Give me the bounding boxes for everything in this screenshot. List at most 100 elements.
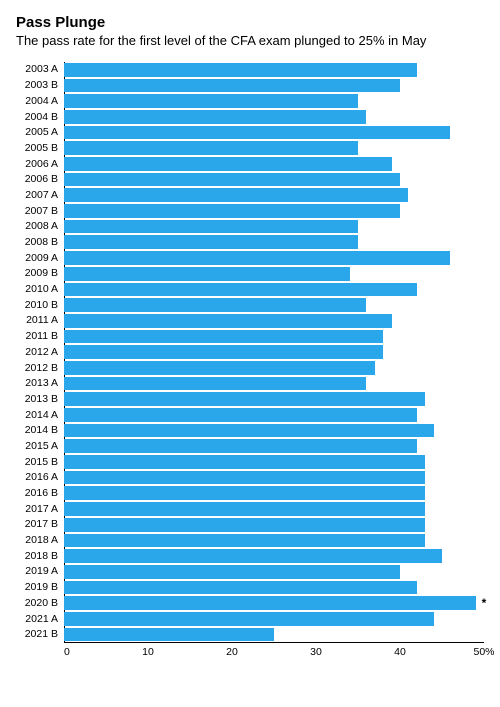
- bar: [64, 63, 417, 77]
- y-axis-label: 2008 B: [16, 237, 64, 248]
- bar-track: [64, 93, 484, 109]
- y-axis-label: 2007 A: [16, 190, 64, 201]
- bar: [64, 581, 417, 595]
- x-axis-tick: 0: [64, 646, 70, 658]
- bar-row: 2015 B: [65, 454, 484, 470]
- bar-row: 2003 A: [65, 62, 484, 78]
- bar-track: [64, 219, 484, 235]
- y-axis-label: 2013 A: [16, 378, 64, 389]
- bar: [64, 126, 450, 140]
- bar-row: 2003 B: [65, 78, 484, 94]
- bar-track: [64, 203, 484, 219]
- y-axis-label: 2005 A: [16, 127, 64, 138]
- bar-row: 2009 B: [65, 266, 484, 282]
- annotation: *: [482, 597, 487, 609]
- bar-track: [64, 62, 484, 78]
- bar-track: [64, 140, 484, 156]
- y-axis-label: 2012 B: [16, 363, 64, 374]
- bar-track: [64, 517, 484, 533]
- y-axis-label: 2017 A: [16, 504, 64, 515]
- bar-track: [64, 313, 484, 329]
- y-axis-label: 2018 B: [16, 551, 64, 562]
- y-axis-label: 2011 B: [16, 331, 64, 342]
- bar: [64, 330, 383, 344]
- bar-track: [64, 548, 484, 564]
- y-axis-label: 2017 B: [16, 519, 64, 530]
- bar-track: [64, 125, 484, 141]
- bar: [64, 439, 417, 453]
- chart-subtitle: The pass rate for the first level of the…: [16, 33, 484, 50]
- bar-track: [64, 344, 484, 360]
- bar-row: 2020 B*: [65, 595, 484, 611]
- bar: [64, 628, 274, 642]
- bar-row: 2016 B: [65, 485, 484, 501]
- bar-row: 2014 A: [65, 407, 484, 423]
- bar: [64, 424, 434, 438]
- bar-row: 2008 B: [65, 234, 484, 250]
- bar: [64, 471, 425, 485]
- bar: [64, 518, 425, 532]
- bar-row: 2015 A: [65, 438, 484, 454]
- bar-row: 2018 B: [65, 548, 484, 564]
- bar-row: 2013 A: [65, 376, 484, 392]
- bar: [64, 377, 366, 391]
- bar-track: *: [64, 595, 484, 611]
- bar-track: [64, 329, 484, 345]
- bar: [64, 565, 400, 579]
- bar-track: [64, 580, 484, 596]
- bar-track: [64, 282, 484, 298]
- bar: [64, 157, 392, 171]
- bar: [64, 408, 417, 422]
- bar: [64, 173, 400, 187]
- y-axis-label: 2005 B: [16, 143, 64, 154]
- bar-row: 2017 B: [65, 517, 484, 533]
- y-axis-label: 2019 A: [16, 566, 64, 577]
- bar-track: [64, 360, 484, 376]
- bar: [64, 314, 392, 328]
- y-axis-label: 2014 A: [16, 410, 64, 421]
- bar: [64, 283, 417, 297]
- bar-row: 2021 B: [65, 627, 484, 643]
- bar-track: [64, 407, 484, 423]
- bar: [64, 235, 358, 249]
- bar: [64, 110, 366, 124]
- y-axis-label: 2010 B: [16, 300, 64, 311]
- bar: [64, 486, 425, 500]
- bar-rows: 2003 A2003 B2004 A2004 B2005 A2005 B2006…: [64, 62, 484, 642]
- y-axis-label: 2021 A: [16, 614, 64, 625]
- bar-row: 2021 A: [65, 611, 484, 627]
- bar-track: [64, 156, 484, 172]
- bar-track: [64, 564, 484, 580]
- bar-track: [64, 485, 484, 501]
- y-axis-label: 2020 B: [16, 598, 64, 609]
- bar-row: 2005 A: [65, 125, 484, 141]
- bar: [64, 596, 476, 610]
- y-axis-label: 2021 B: [16, 629, 64, 640]
- bar-row: 2009 A: [65, 250, 484, 266]
- bar: [64, 345, 383, 359]
- bar-row: 2010 A: [65, 282, 484, 298]
- bar-track: [64, 187, 484, 203]
- y-axis-label: 2007 B: [16, 206, 64, 217]
- x-axis-tick: 50%: [473, 646, 494, 658]
- bar-track: [64, 454, 484, 470]
- bar-track: [64, 234, 484, 250]
- y-axis-label: 2013 B: [16, 394, 64, 405]
- bar: [64, 298, 366, 312]
- y-axis-label: 2009 B: [16, 268, 64, 279]
- bar-row: 2016 A: [65, 470, 484, 486]
- chart-title: Pass Plunge: [16, 14, 484, 31]
- bar-row: 2008 A: [65, 219, 484, 235]
- bar-row: 2010 B: [65, 297, 484, 313]
- bar-track: [64, 501, 484, 517]
- bar: [64, 220, 358, 234]
- bar-track: [64, 376, 484, 392]
- y-axis-label: 2012 A: [16, 347, 64, 358]
- bar-track: [64, 109, 484, 125]
- bar: [64, 534, 425, 548]
- bar-track: [64, 297, 484, 313]
- x-axis-tick: 30: [310, 646, 322, 658]
- bar-track: [64, 627, 484, 643]
- x-axis-tick: 40: [394, 646, 406, 658]
- y-axis-label: 2016 B: [16, 488, 64, 499]
